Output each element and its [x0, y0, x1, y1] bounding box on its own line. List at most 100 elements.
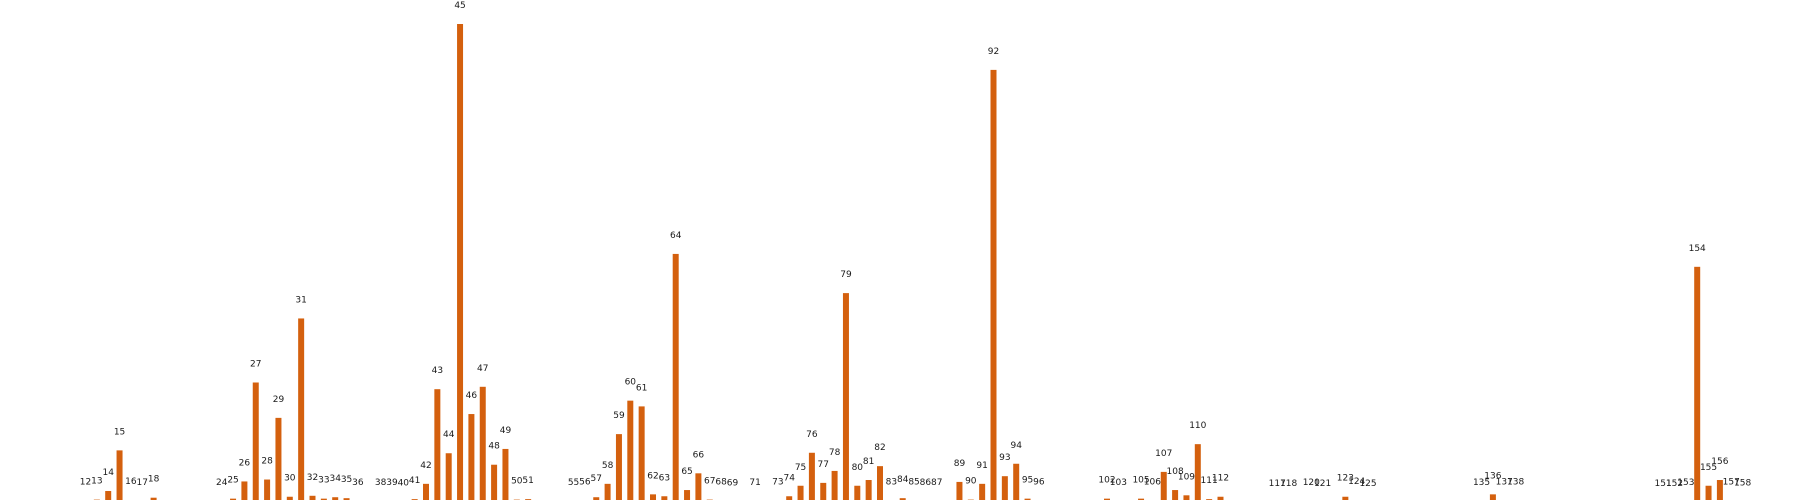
- bar-label-79: 79: [840, 270, 852, 280]
- bar-label-15: 15: [114, 427, 125, 437]
- bar-label-136: 136: [1484, 471, 1501, 481]
- bar-label-36: 36: [352, 478, 364, 488]
- bar-label-56: 56: [579, 478, 591, 488]
- bar-15: [116, 450, 123, 500]
- bar-156: [1716, 480, 1723, 500]
- bar-label-87: 87: [931, 478, 942, 488]
- bar-label-77: 77: [818, 460, 829, 470]
- bar-79: [842, 293, 849, 500]
- bar-label-57: 57: [591, 474, 602, 484]
- bar-123: [1342, 496, 1349, 500]
- bar-label-124: 124: [1348, 477, 1365, 487]
- bar-label-137: 137: [1496, 478, 1513, 488]
- bar-label-138: 138: [1507, 478, 1524, 488]
- bar-label-89: 89: [954, 459, 966, 469]
- bar-label-154: 154: [1689, 244, 1706, 254]
- bar-84: [899, 498, 906, 500]
- bar-label-16: 16: [125, 477, 137, 487]
- bar-label-151: 151: [1655, 479, 1672, 489]
- bar-47: [479, 386, 486, 500]
- bar-18: [150, 497, 157, 500]
- bar-155: [1705, 485, 1712, 500]
- bar-78: [831, 470, 838, 500]
- bar-label-17: 17: [137, 478, 148, 488]
- bar-label-74: 74: [783, 473, 795, 483]
- bar-label-108: 108: [1167, 467, 1184, 477]
- bar-label-121: 121: [1314, 479, 1331, 489]
- bar-76: [808, 452, 815, 500]
- bar-label-47: 47: [477, 364, 488, 374]
- bar-label-69: 69: [727, 479, 739, 489]
- bar-label-112: 112: [1212, 474, 1229, 484]
- bar-label-30: 30: [284, 474, 296, 484]
- bar-label-44: 44: [443, 430, 455, 440]
- bar-89: [956, 481, 963, 500]
- bar-14: [105, 491, 112, 500]
- bar-label-111: 111: [1201, 476, 1218, 486]
- bar-label-24: 24: [216, 478, 228, 488]
- bar-44: [445, 453, 452, 500]
- bar-label-123: 123: [1337, 474, 1354, 484]
- bar-label-64: 64: [670, 231, 682, 241]
- bar-63: [661, 496, 668, 500]
- bar-label-27: 27: [250, 360, 261, 370]
- bar-label-12: 12: [80, 478, 91, 488]
- bar-75: [797, 485, 804, 500]
- bar-label-55: 55: [568, 478, 579, 488]
- bar-57: [593, 497, 600, 500]
- bar-label-45: 45: [454, 1, 465, 11]
- bar-label-31: 31: [295, 295, 306, 305]
- bar-label-32: 32: [307, 473, 318, 483]
- bar-34: [332, 497, 339, 500]
- bar-label-40: 40: [398, 479, 410, 489]
- bar-107: [1160, 471, 1167, 500]
- bar-29: [275, 417, 282, 500]
- bar-105: [1138, 498, 1145, 500]
- bar-label-28: 28: [261, 457, 273, 467]
- bar-label-13: 13: [91, 477, 102, 487]
- bar-label-26: 26: [239, 458, 251, 468]
- bar-31: [298, 318, 305, 500]
- bar-46: [468, 414, 475, 500]
- bar-label-63: 63: [659, 473, 670, 483]
- bar-110: [1194, 444, 1201, 500]
- bar-label-14: 14: [102, 468, 114, 478]
- bar-label-110: 110: [1189, 421, 1206, 431]
- bar-label-118: 118: [1280, 479, 1297, 489]
- bar-label-71: 71: [749, 478, 760, 488]
- bar-112: [1217, 496, 1224, 500]
- bar-label-90: 90: [965, 477, 977, 487]
- bar-35: [343, 498, 350, 500]
- bar-label-117: 117: [1269, 479, 1286, 489]
- bar-82: [877, 466, 883, 500]
- bar-58: [604, 483, 611, 500]
- bar-27: [252, 382, 259, 500]
- bar-label-153: 153: [1677, 478, 1694, 488]
- bar-label-105: 105: [1132, 476, 1149, 486]
- bar-label-29: 29: [273, 395, 285, 405]
- bar-65: [684, 490, 691, 500]
- bar-label-18: 18: [148, 475, 160, 485]
- bar-label-85: 85: [908, 478, 919, 488]
- bar-32: [309, 495, 316, 500]
- bar-label-41: 41: [409, 476, 420, 486]
- bar-28: [264, 479, 271, 500]
- bar-49: [502, 448, 509, 500]
- bar-48: [491, 464, 498, 500]
- bar-label-33: 33: [318, 476, 329, 486]
- bar-label-91: 91: [976, 461, 987, 471]
- bar-93: [1001, 476, 1008, 500]
- bar-154: [1694, 266, 1701, 500]
- bar-label-25: 25: [227, 476, 238, 486]
- bar-label-60: 60: [625, 378, 637, 388]
- bar-label-135: 135: [1473, 478, 1490, 488]
- bar-label-50: 50: [511, 477, 523, 487]
- bar-label-48: 48: [488, 442, 500, 452]
- bar-80: [854, 485, 861, 500]
- bar-30: [286, 496, 293, 500]
- bar-label-103: 103: [1110, 478, 1127, 488]
- bar-label-58: 58: [602, 461, 614, 471]
- bar-42: [423, 483, 429, 500]
- bar-95: [1024, 498, 1031, 500]
